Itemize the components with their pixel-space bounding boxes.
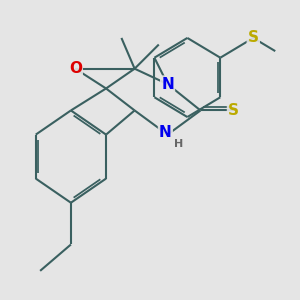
Text: N: N: [161, 76, 174, 92]
Text: O: O: [69, 61, 82, 76]
Text: H: H: [174, 139, 183, 149]
Text: S: S: [228, 103, 239, 118]
Text: S: S: [248, 30, 259, 45]
Text: N: N: [159, 125, 172, 140]
